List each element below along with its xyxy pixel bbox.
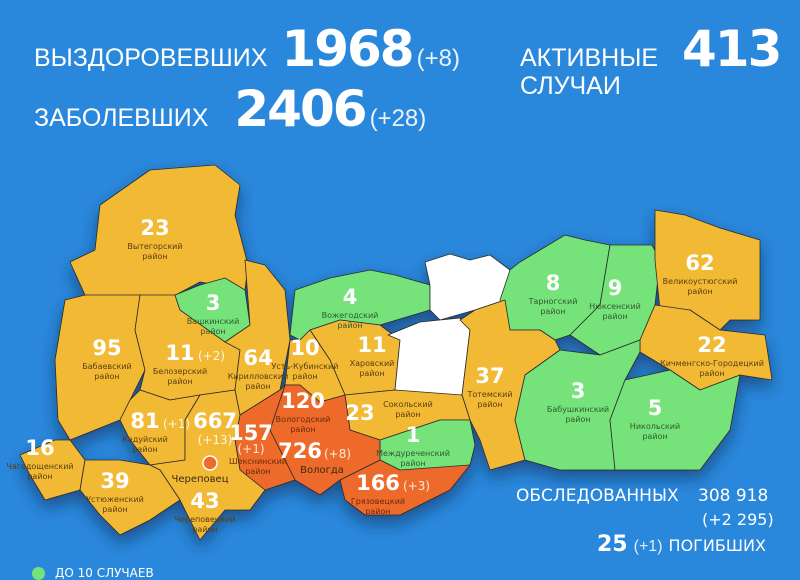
region-vashkinsky[interactable] [174, 277, 251, 343]
region-velikoustyugsky[interactable] [654, 209, 761, 331]
active-label: АКТИВНЫЕ СЛУЧАИ [520, 44, 658, 100]
infected-delta: (+28) [369, 105, 427, 132]
region-name: Вожегодский район [322, 311, 379, 330]
region-name: Череповецкий район [175, 515, 236, 534]
region-count: 3 [206, 291, 221, 315]
active-label-line1: АКТИВНЫЕ [520, 44, 659, 72]
region-count: 23 [140, 216, 169, 240]
region-name: Никольский район [630, 422, 680, 441]
infected-label: ЗАБОЛЕВШИХ [34, 104, 209, 132]
city-marker-icon [202, 455, 218, 471]
active-value: 413 [682, 20, 782, 78]
region-count: 95 [92, 336, 121, 360]
region-count: 11 [357, 333, 386, 357]
region-name: Кирилловский район [228, 372, 289, 391]
region-name: Тарногский район [528, 297, 578, 316]
region-gryazovetsky[interactable] [339, 459, 471, 516]
region-name: Великоустюгский район [663, 277, 738, 296]
infected-value: 2406 [234, 80, 367, 138]
tested-stat: ОБСЛЕДОВАННЫХ 308 918 [516, 486, 768, 506]
city-name-cherepovets: Череповец [171, 474, 228, 485]
region-count: 9 [608, 276, 623, 300]
region-ustyuzhensky[interactable] [79, 459, 181, 536]
region-count: 5 [648, 396, 663, 420]
active-label-line2: СЛУЧАИ [520, 72, 621, 100]
region-name: Сокольский район [383, 400, 433, 419]
deaths-label: ПОГИБШИХ [668, 536, 766, 555]
region-name: Грязовецкий район [351, 497, 405, 516]
legend-item-up-to-10: ДО 10 СЛУЧАЕВ [32, 566, 154, 580]
region-nikolsky[interactable] [609, 369, 741, 471]
tested-value: 308 918 [698, 486, 769, 506]
region-name: Вашкинский район [187, 317, 240, 336]
region-name: Бабушкинский район [547, 405, 609, 424]
city-count-vologda: 726 [278, 439, 322, 463]
region-count: 10 [290, 336, 319, 360]
city-delta-vologda: (+8) [324, 447, 351, 461]
region-vozhegodsky[interactable] [289, 269, 431, 341]
region-name: Кадуйский район [122, 435, 168, 454]
region-count: 4 [343, 285, 358, 309]
region-name: Нюксенский район [589, 302, 641, 321]
deaths-delta: (+1) [633, 538, 663, 555]
region-delta: (+3) [403, 479, 430, 493]
tested-delta: (+2 295) [702, 510, 774, 529]
region-count: 8 [546, 271, 561, 295]
region-name: Шекснинский район [229, 457, 287, 476]
region-count: 64 [243, 346, 272, 370]
recovered-stat: ВЫЗДОРОВЕВШИХ 1968 (+8) [34, 20, 460, 78]
region-name: Усть-Кубинский район [272, 362, 339, 381]
region-name: Харовский район [350, 359, 395, 378]
region-name: Чагодощенский район [6, 462, 73, 481]
region-count: 157 [229, 421, 273, 445]
region-count: 166 [356, 471, 400, 495]
region-count: 23 [345, 401, 374, 425]
region-count: 43 [190, 489, 219, 513]
infected-stat: ЗАБОЛЕВШИХ 2406 (+28) [34, 80, 426, 138]
region-vytegorsky[interactable] [69, 164, 249, 301]
region-delta: (+2) [198, 349, 225, 363]
active-stat: 413 [668, 20, 782, 78]
region-count: 39 [100, 469, 129, 493]
recovered-label: ВЫЗДОРОВЕВШИХ [34, 44, 268, 72]
region-white_south[interactable] [387, 317, 471, 396]
region-kichmengsky[interactable] [639, 304, 773, 391]
region-count: 11 [165, 341, 194, 365]
region-count: 62 [685, 251, 714, 275]
region-count: 1 [406, 423, 421, 447]
tested-label: ОБСЛЕДОВАННЫХ [516, 486, 679, 506]
region-name: Вологодский район [276, 415, 331, 434]
city-name-vologda: Вологда [300, 465, 344, 476]
legend-label: ДО 10 СЛУЧАЕВ [55, 566, 154, 580]
region-name: Междуреченский район [376, 449, 450, 468]
region-count: 81 [130, 409, 159, 433]
legend-green-dot-icon [32, 566, 45, 580]
region-name: Бабаевский район [82, 362, 132, 381]
region-count: 37 [475, 364, 504, 388]
region-name: Кичменгско-Городецкий район [660, 359, 764, 378]
region-count: 120 [281, 389, 325, 413]
region-count: 16 [25, 436, 54, 460]
region-name: Белозерский район [153, 367, 207, 386]
city-delta-cherepovets: (+13) [198, 433, 233, 447]
region-count: 3 [571, 379, 586, 403]
recovered-delta: (+8) [416, 45, 460, 72]
region-name: Тотемский район [466, 390, 512, 409]
deaths-stat: 25 (+1) ПОГИБШИХ [597, 532, 766, 557]
region-count: 22 [697, 333, 726, 357]
region-delta: (+1) [163, 417, 190, 431]
region-delta: (+1) [237, 442, 264, 456]
deaths-value: 25 [597, 532, 628, 557]
region-name: Вытегорский район [127, 242, 182, 261]
region-name: Устюженский район [86, 495, 144, 514]
city-count-cherepovets: 667 [193, 409, 237, 433]
recovered-value: 1968 [281, 20, 414, 78]
